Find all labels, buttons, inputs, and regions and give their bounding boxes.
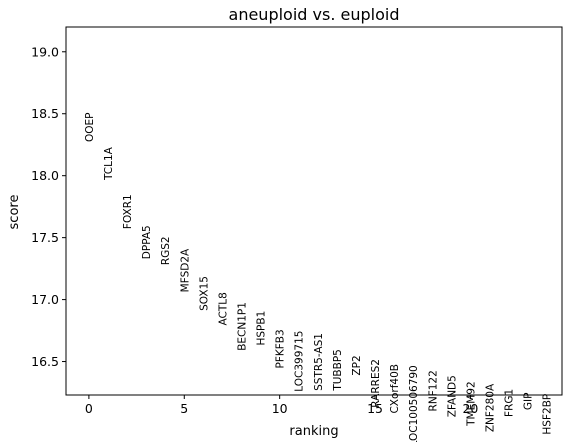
gene-label: BECN1P1 [237, 302, 249, 351]
gene-point: OOEP [84, 112, 96, 142]
gene-point: ZNF280A [485, 383, 497, 432]
gene-label: DPPA5 [141, 225, 153, 259]
gene-label: ZNF280A [485, 383, 497, 432]
plot-frame [65, 26, 563, 396]
gene-label: TUBBP5 [332, 349, 344, 392]
gene-point: TMEM92 [465, 381, 477, 427]
gene-label: ACTL8 [217, 292, 229, 325]
y-tick-label: 16.5 [31, 354, 59, 369]
gene-label: TMEM92 [465, 381, 477, 427]
y-tick-label: 18.0 [31, 168, 59, 183]
gene-label: TCL1A [103, 146, 115, 181]
gene-point: HSF2BP [542, 394, 554, 435]
x-tick-label: 0 [85, 401, 93, 416]
gene-label: HSPB1 [256, 311, 268, 346]
gene-point: TCL1A [103, 146, 115, 181]
gene-label: SOX15 [198, 276, 210, 311]
y-tick-label: 18.5 [31, 106, 59, 121]
gene-point: TUBBP5 [332, 349, 344, 392]
gene-point: ZP2 [351, 355, 363, 375]
gene-label: FOXR1 [122, 194, 134, 229]
gene-label: CXorf40B [389, 364, 401, 414]
gene-point: DPPA5 [141, 225, 153, 259]
gene-point: FRG1 [504, 389, 516, 417]
y-tick-label: 17.0 [31, 292, 59, 307]
gene-point: LOC399715 [294, 331, 306, 392]
x-tick-label: 20 [462, 401, 478, 416]
chart-title: aneuploid vs. euploid [229, 5, 400, 24]
gene-label: ZP2 [351, 355, 363, 375]
gene-point: RARRES2 [370, 359, 382, 408]
gene-label: FRG1 [504, 389, 516, 417]
gene-point: CXorf40B [389, 364, 401, 414]
x-tick-label: 15 [367, 401, 383, 416]
gene-point: GIP [523, 393, 535, 411]
gene-label: SSTR5-AS1 [313, 333, 325, 391]
gene-label: GIP [523, 393, 535, 411]
x-tick-label: 10 [272, 401, 288, 416]
y-tick-label: 17.5 [31, 230, 59, 245]
gene-label: HSF2BP [542, 394, 554, 435]
x-tick-label: 5 [180, 401, 188, 416]
gene-label: MFSD2A [179, 248, 191, 292]
gene-point: SOX15 [198, 276, 210, 311]
gene-point: SSTR5-AS1 [313, 333, 325, 391]
gene-point: PFKFB3 [275, 329, 287, 368]
gene-label: RARRES2 [370, 359, 382, 408]
x-axis-label: ranking [289, 424, 338, 439]
gene-point: FOXR1 [122, 194, 134, 229]
gene-label: OOEP [84, 112, 96, 142]
gene-point: ZFAND5 [446, 375, 458, 417]
gene-label: LOC399715 [294, 331, 306, 392]
gene-label: RGS2 [160, 236, 172, 265]
gene-point: RGS2 [160, 236, 172, 265]
gene-point: HSPB1 [256, 311, 268, 346]
gene-label: LOC100506790 [408, 365, 420, 442]
plot-area: 0 5 10 15 20 16.5 17.0 17.5 18.0 18.5 19.0 OOEP TCL1… [31, 26, 563, 442]
gene-point: ACTL8 [217, 292, 229, 325]
gene-label: PFKFB3 [275, 329, 287, 368]
gene-point: BECN1P1 [237, 302, 249, 351]
y-axis-label: score [7, 195, 22, 230]
gene-point: MFSD2A [179, 248, 191, 292]
y-tick-label: 19.0 [31, 44, 59, 59]
gene-point: RNF122 [427, 370, 439, 411]
gene-label: RNF122 [427, 370, 439, 411]
gene-point: LOC100506790 [408, 365, 420, 442]
gene-label: ZFAND5 [446, 375, 458, 417]
